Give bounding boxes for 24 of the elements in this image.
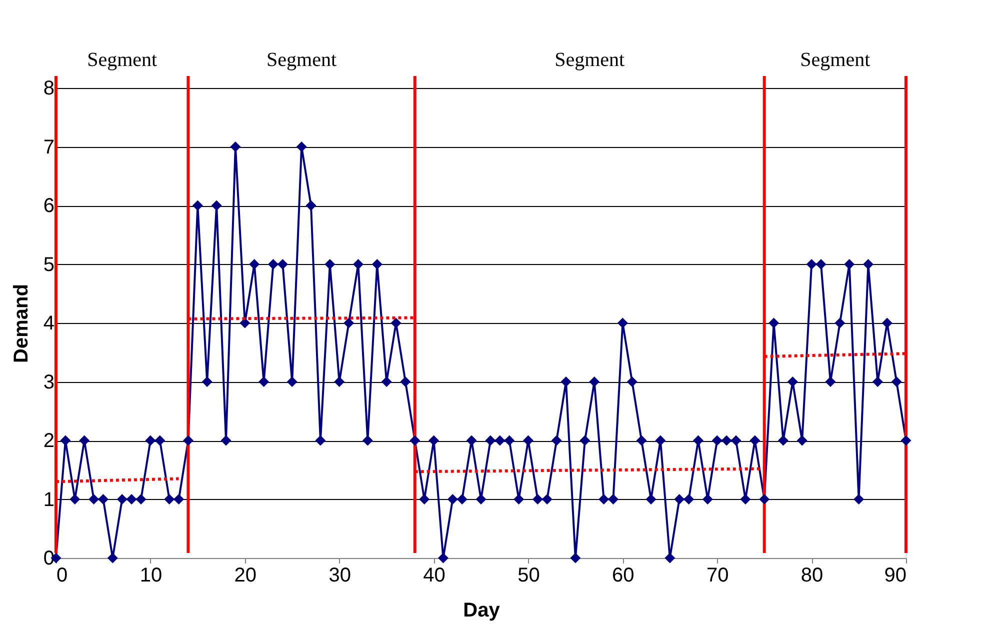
y-tick-label: 6 xyxy=(43,195,54,217)
x-tick-label: 80 xyxy=(800,564,824,586)
x-tick-label: 20 xyxy=(234,564,257,586)
x-tick-label: 60 xyxy=(612,564,634,586)
text: Segment xyxy=(87,49,158,71)
x-tick-label: 30 xyxy=(328,564,351,586)
y-axis-title: Demand xyxy=(10,284,32,363)
y-tick-label: 5 xyxy=(43,254,54,276)
y-tick-label: 7 xyxy=(43,136,54,158)
x-tick-label: 10 xyxy=(140,564,162,586)
x-tick-label: 0 xyxy=(56,564,68,586)
x-axis-title: Day xyxy=(463,600,501,622)
y-tick-label: 8 xyxy=(43,78,54,100)
y-tick-label: 3 xyxy=(43,371,54,394)
x-tick-label: 70 xyxy=(706,564,729,586)
y-tick-label: 2 xyxy=(43,430,54,452)
y-tick-label: 4 xyxy=(43,312,54,334)
text: Segment xyxy=(800,49,871,71)
text: Segment xyxy=(266,49,337,71)
x-tick-label: 90 xyxy=(884,564,906,586)
x-tick-label: 50 xyxy=(518,564,540,586)
x-tick-label: 40 xyxy=(423,564,446,586)
y-tick-label: 1 xyxy=(43,488,54,511)
text: Segment xyxy=(554,49,626,71)
